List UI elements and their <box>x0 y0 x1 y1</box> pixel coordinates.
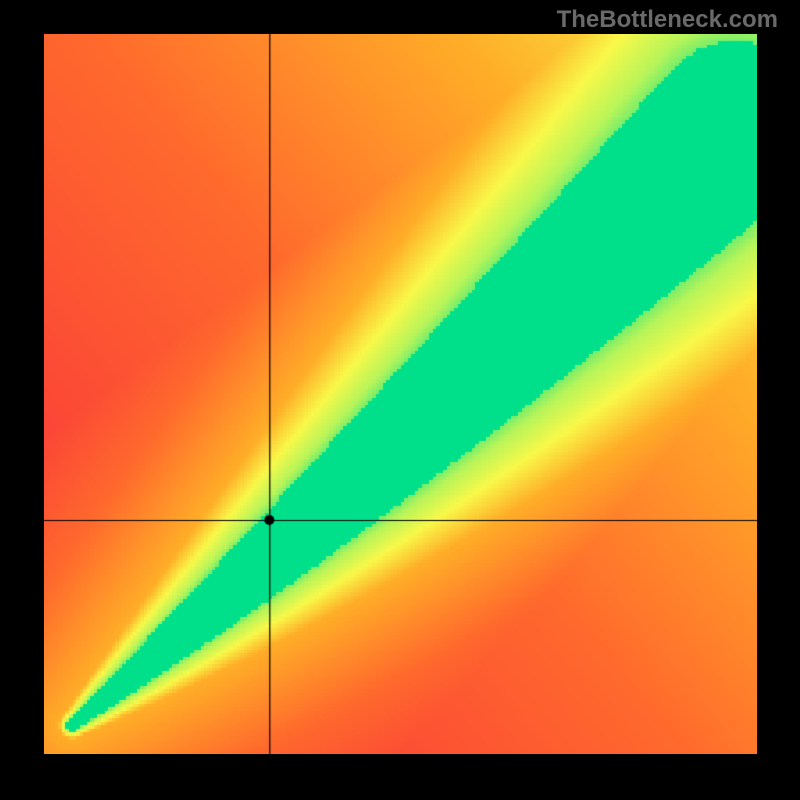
watermark-label: TheBottleneck.com <box>557 6 778 34</box>
figure-wrapper: TheBottleneck.com <box>0 0 800 800</box>
heatmap-canvas <box>44 34 757 754</box>
